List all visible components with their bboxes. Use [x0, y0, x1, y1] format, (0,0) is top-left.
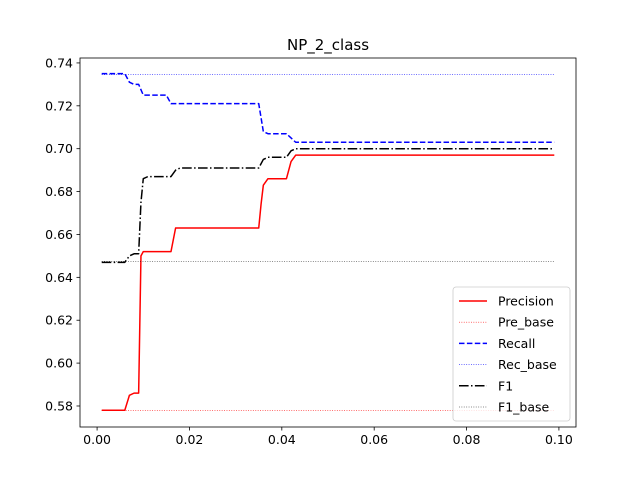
- y-tick-label: 0.58: [45, 398, 73, 413]
- y-tick-label: 0.72: [45, 98, 73, 113]
- x-tick-label: 0.08: [453, 432, 481, 447]
- y-tick-label: 0.68: [45, 184, 73, 199]
- legend-label-recall: Recall: [498, 336, 535, 351]
- series-line-f1: [101, 147, 555, 264]
- series-line-recall: [101, 72, 555, 144]
- x-tick-label: 0.02: [176, 432, 204, 447]
- y-tick-label: 0.74: [45, 55, 73, 70]
- y-tick-label: 0.62: [45, 313, 73, 328]
- x-tick-label: 0.00: [83, 432, 111, 447]
- legend-label-f1-base: F1_base: [498, 400, 549, 415]
- series-line-precision: [101, 154, 555, 412]
- legend-label-rec-base: Rec_base: [498, 357, 557, 372]
- x-tick-label: 0.04: [268, 432, 296, 447]
- legend-label-pre-base: Pre_base: [498, 315, 554, 330]
- axes-frame: [79, 57, 577, 428]
- chart-title: NP_2_class: [287, 36, 369, 55]
- y-tick-label: 0.60: [45, 356, 73, 371]
- x-tick-label: 0.10: [545, 432, 573, 447]
- axes: 0.00 0.02 0.04 0.06 0.08 0.10 0.58 0.60 0.62 0.64…: [45, 55, 577, 447]
- legend-box: [452, 286, 571, 422]
- x-tick-label: 0.06: [360, 432, 388, 447]
- legend: Precision Pre_base Recall Rec_base F1 F1_base: [452, 286, 571, 422]
- y-tick-label: 0.70: [45, 141, 73, 156]
- legend-label-precision: Precision: [498, 294, 554, 309]
- y-tick-label: 0.64: [45, 270, 73, 285]
- legend-label-f1: F1: [498, 378, 513, 393]
- y-tick-label: 0.66: [45, 227, 73, 242]
